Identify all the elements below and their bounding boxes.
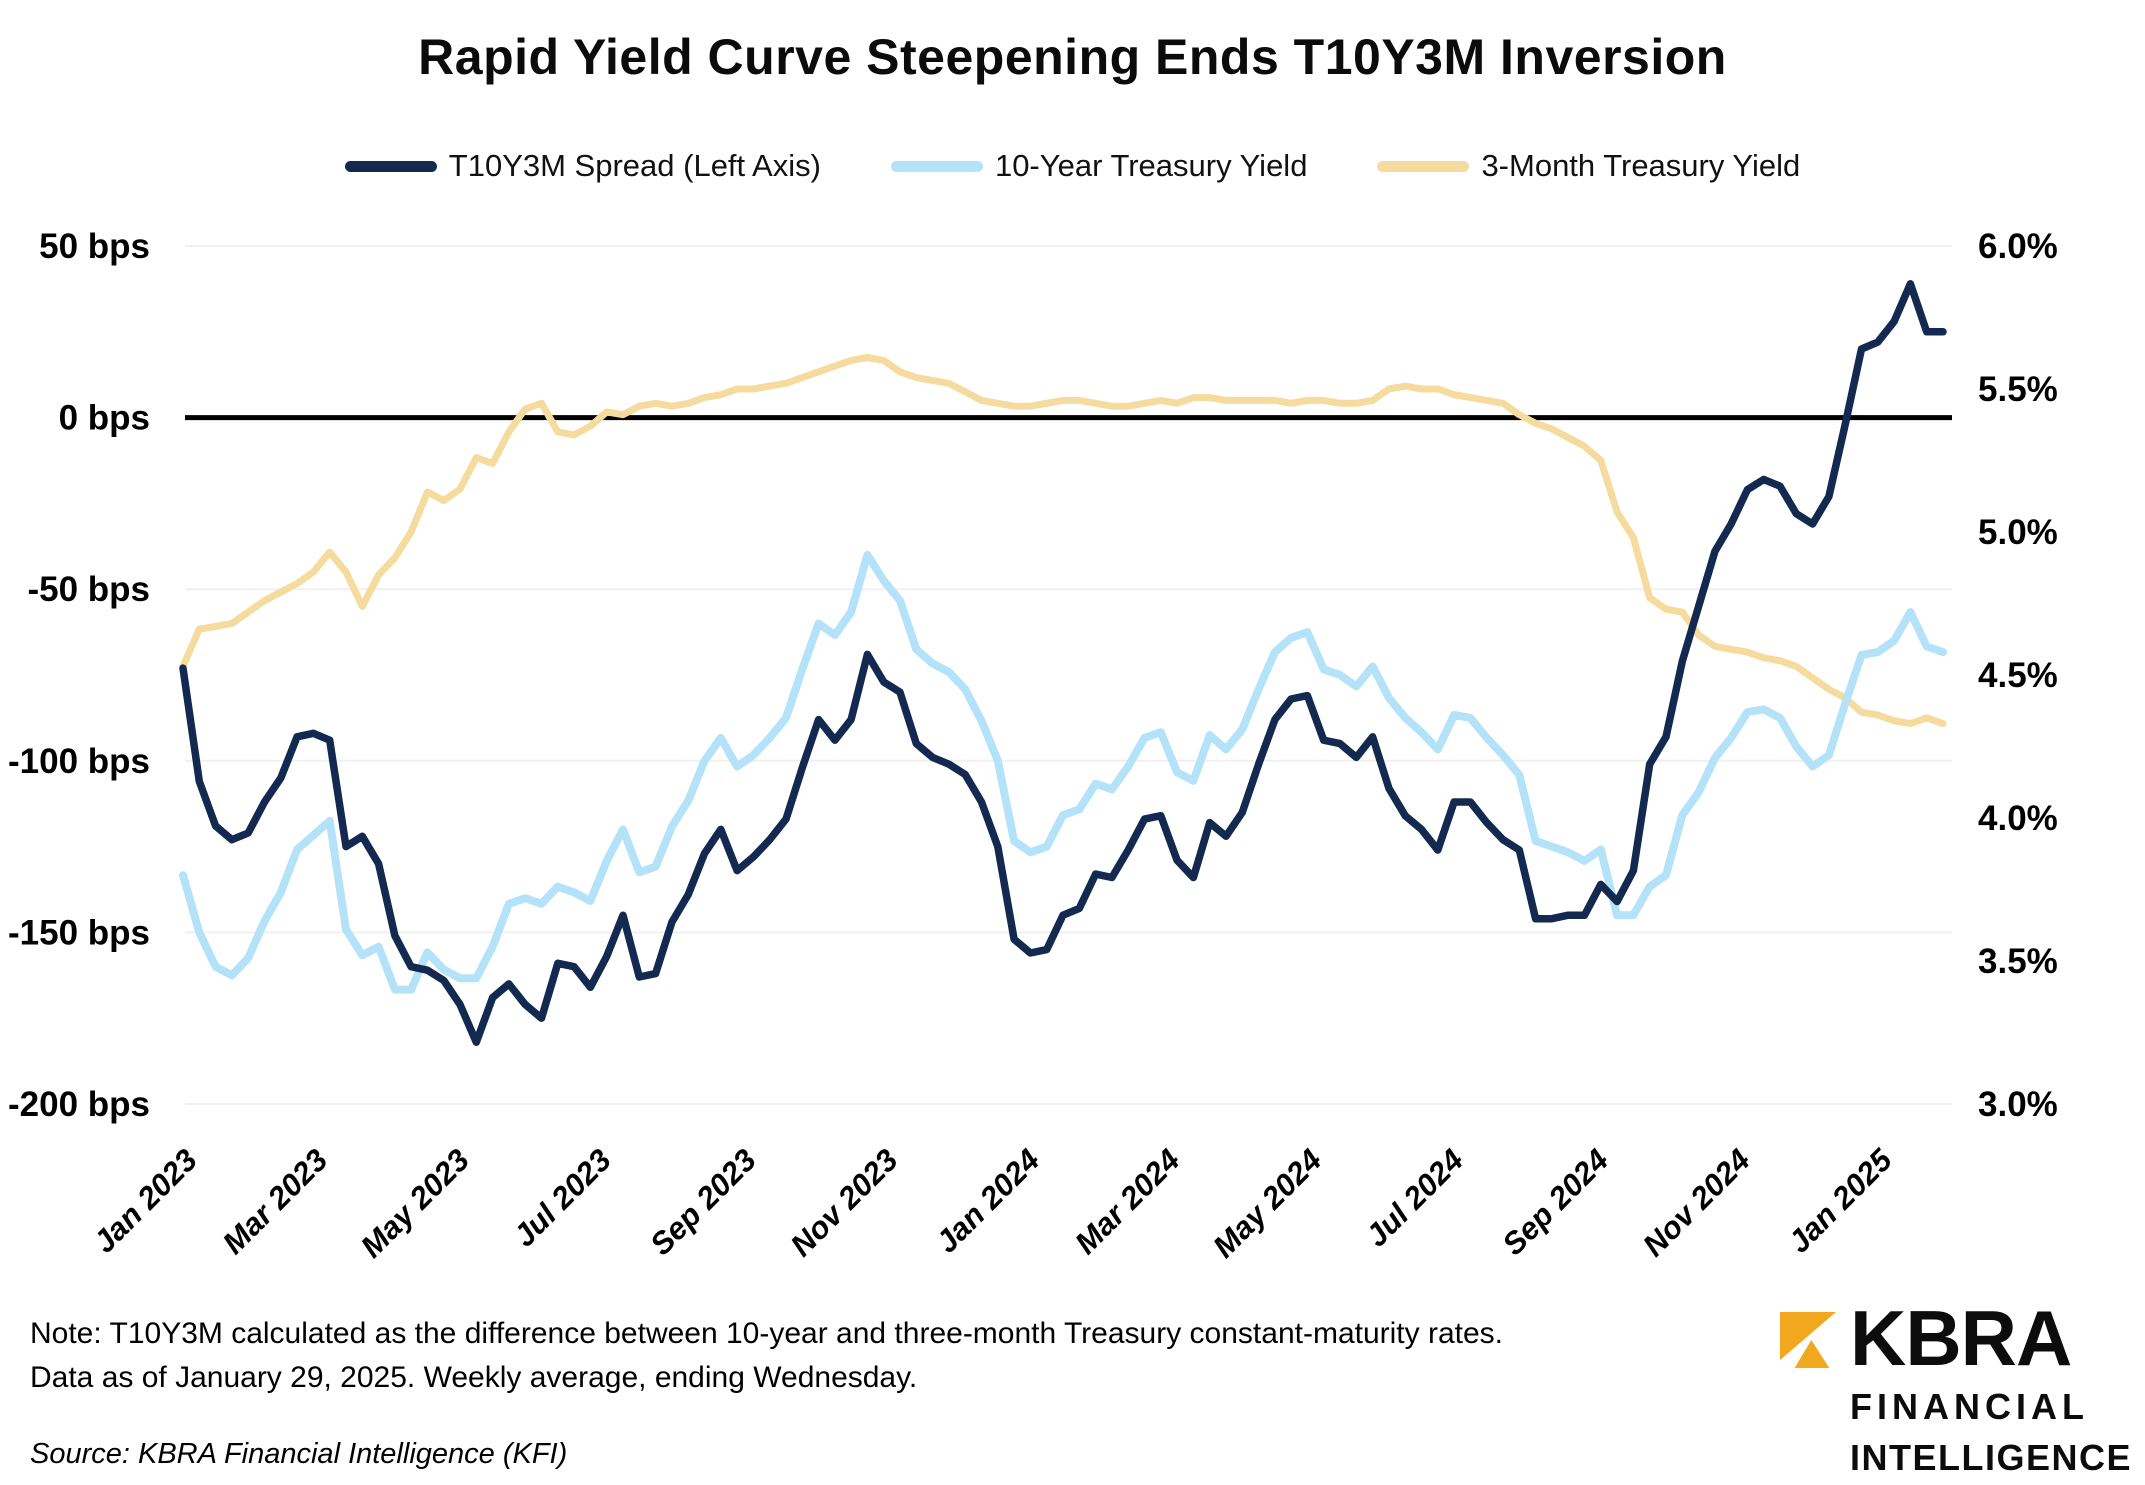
right-axis-tick-label: 6.0% bbox=[1978, 227, 2058, 266]
x-axis-tick-label: Mar 2024 bbox=[1068, 1142, 1187, 1261]
x-axis-tick-label: Jul 2024 bbox=[1359, 1142, 1470, 1253]
x-axis-tick-label: Jul 2023 bbox=[507, 1142, 618, 1253]
left-axis-tick-label: -100 bps bbox=[8, 742, 150, 781]
x-axis-tick-label: Mar 2023 bbox=[216, 1142, 335, 1261]
legend-item-t10y3m-spread: T10Y3M Spread (Left Axis) bbox=[344, 148, 821, 184]
x-axis-tick-label: Jan 2025 bbox=[1781, 1142, 1899, 1260]
left-axis-tick-label: 0 bps bbox=[59, 399, 150, 438]
x-axis-tick-label: Sep 2024 bbox=[1495, 1142, 1615, 1262]
x-axis-tick-label: Jan 2023 bbox=[87, 1142, 204, 1259]
kbra-logo-wordmark: KBRA bbox=[1850, 1294, 2072, 1382]
left-axis-tick-label: 50 bps bbox=[39, 227, 150, 266]
note-line-1: Note: T10Y3M calculated as the differenc… bbox=[30, 1317, 1504, 1350]
left-axis-tick-label: -50 bps bbox=[27, 570, 150, 609]
chart-note: Note: T10Y3M calculated as the differenc… bbox=[30, 1312, 1503, 1400]
kbra-logo-financial: FINANCIAL bbox=[1850, 1385, 2089, 1427]
left-axis-tick-label: -200 bps bbox=[8, 1085, 150, 1124]
legend-item-3-month-yield: 3-Month Treasury Yield bbox=[1377, 148, 1800, 184]
right-axis-tick-label: 4.0% bbox=[1978, 799, 2058, 838]
kbra-mark-icon bbox=[1780, 1311, 1836, 1368]
kbra-logo-intelligence: INTELLIGENCE bbox=[1850, 1436, 2133, 1478]
note-line-2: Data as of January 29, 2025. Weekly aver… bbox=[30, 1361, 918, 1395]
left-axis-tick-label: -150 bps bbox=[8, 913, 150, 952]
right-axis-tick-label: 4.5% bbox=[1978, 656, 2058, 695]
x-axis-tick-label: Jan 2024 bbox=[929, 1142, 1046, 1259]
source-text: Source: KBRA Financial Intelligence (KFI… bbox=[30, 1438, 568, 1470]
legend-item-10-year-yield: 10-Year Treasury Yield bbox=[890, 148, 1308, 184]
3-month-yield-swatch-icon bbox=[1377, 160, 1470, 172]
chart-legend: T10Y3M Spread (Left Axis) 10-Year Treasu… bbox=[0, 148, 2145, 184]
x-axis-tick-label: Nov 2024 bbox=[1636, 1142, 1757, 1263]
legend-label-3-month-yield: 3-Month Treasury Yield bbox=[1481, 148, 1801, 183]
x-axis-tick-label: May 2024 bbox=[1206, 1142, 1328, 1264]
x-axis-tick-label: May 2023 bbox=[354, 1142, 476, 1264]
kbra-logo: KBRA FINANCIAL INTELLIGENCE bbox=[1780, 1294, 2133, 1479]
x-axis-tick-label: Sep 2023 bbox=[643, 1142, 763, 1262]
series-line-10-year-treasury-yield bbox=[179, 550, 1947, 994]
x-axis-tick-label: Nov 2023 bbox=[784, 1142, 905, 1263]
t10y3m-spread-swatch-icon bbox=[344, 160, 437, 172]
10-year-yield-swatch-icon bbox=[890, 160, 983, 172]
right-axis-tick-label: 5.0% bbox=[1978, 513, 2058, 552]
series-line-t10y3m-spread-left-axis- bbox=[179, 280, 1947, 1046]
chart-title: Rapid Yield Curve Steepening Ends T10Y3M… bbox=[418, 29, 1727, 85]
legend-label-t10y3m-spread: T10Y3M Spread (Left Axis) bbox=[448, 148, 821, 183]
kbra-logo-row: KBRA bbox=[1780, 1294, 2132, 1382]
legend-label-10-year-yield: 10-Year Treasury Yield bbox=[994, 148, 1308, 183]
right-axis-tick-label: 3.0% bbox=[1978, 1085, 2058, 1124]
right-axis-tick-label: 3.5% bbox=[1978, 942, 2058, 981]
series-line-3-month-treasury-yield bbox=[179, 354, 1947, 728]
right-axis-tick-label: 5.5% bbox=[1978, 370, 2058, 409]
